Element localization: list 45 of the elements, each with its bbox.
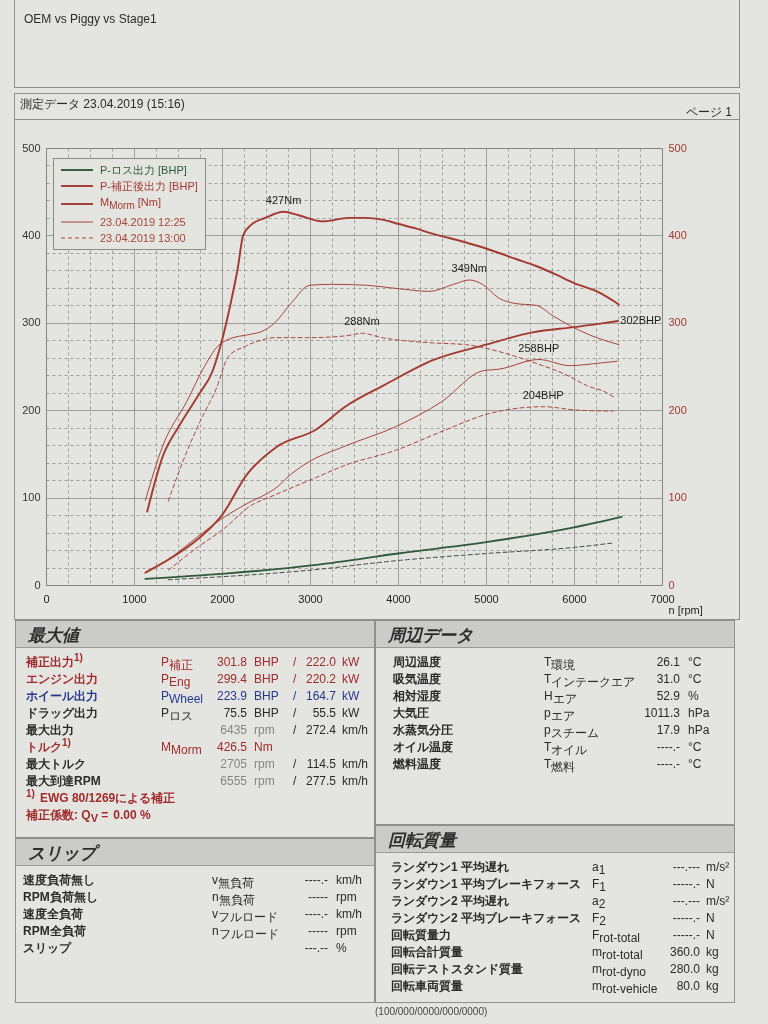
y-tick-label: 500 — [22, 141, 41, 154]
x-tick-label: 7000 — [650, 592, 675, 605]
text: (100/000/0000/000/0000) — [375, 1006, 488, 1017]
annotation: 204BHP — [522, 388, 564, 401]
legend-label: P-ロス出力 [BHP] — [100, 163, 187, 178]
x-tick-label: 4000 — [386, 592, 411, 605]
x-tick-label: 3000 — [298, 592, 323, 605]
x-axis-title: n [rpm] — [668, 603, 703, 616]
y-tick-label: 300 — [22, 316, 41, 329]
y-tick-label: 100 — [22, 491, 41, 504]
annotation: 302BHP — [620, 314, 662, 327]
y2-tick-label: 0 — [668, 578, 675, 591]
y2-tick-label: 200 — [668, 403, 687, 416]
y2-tick-label: 100 — [668, 491, 687, 504]
text: $^{1)}$ EWG 80/1269による補正 — [26, 788, 176, 805]
x-tick-label: 5000 — [474, 592, 499, 605]
line-series — [167, 406, 614, 571]
line-series — [167, 542, 613, 581]
x-tick-label: 1000 — [122, 592, 147, 605]
y-tick-label: 0 — [34, 578, 41, 591]
text: 周辺データ — [388, 625, 473, 647]
legend-label: 23.04.2019 13:00 — [100, 231, 186, 247]
y2-tick-label: 400 — [668, 228, 687, 241]
x-tick-label: 0 — [43, 592, 50, 605]
legend-label: 23.04.2019 12:25 — [100, 215, 186, 231]
text: ページ 1 — [685, 104, 732, 121]
y-tick-label: 400 — [22, 228, 41, 241]
x-tick-label: 2000 — [210, 592, 235, 605]
legend-label: P-補正後出力 [BHP] — [100, 179, 198, 194]
y2-tick-label: 500 — [668, 141, 687, 154]
annotation: 288Nm — [344, 315, 380, 328]
text: 最大トルク 2705 rpm / 114.5 km/h — [26, 757, 369, 771]
text: 回転質量 — [388, 830, 456, 852]
annotation: 427Nm — [265, 193, 302, 206]
text: 最大出力 6435 rpm / 272.4 km/h — [26, 723, 369, 737]
y2-tick-label: 300 — [668, 316, 687, 329]
text: 最大到達RPM 6555 rpm / 277.5 km/h — [26, 774, 369, 788]
y-tick-label: 200 — [22, 403, 41, 416]
x-tick-label: 6000 — [562, 592, 587, 605]
annotation: 349Nm — [451, 261, 488, 274]
chart-subtitle: 測定データ 23.04.2019 (15:16) — [20, 96, 185, 113]
chart-title: OEM vs Piggy vs Stage1 — [24, 12, 157, 26]
line-series — [144, 515, 623, 580]
text: スリップ ---.-- % — [23, 941, 347, 955]
annotation: 258BHP — [518, 341, 560, 354]
